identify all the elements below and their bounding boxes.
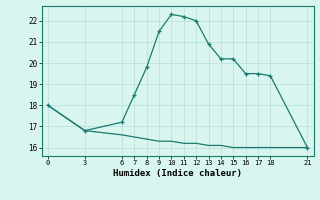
X-axis label: Humidex (Indice chaleur): Humidex (Indice chaleur) (113, 169, 242, 178)
